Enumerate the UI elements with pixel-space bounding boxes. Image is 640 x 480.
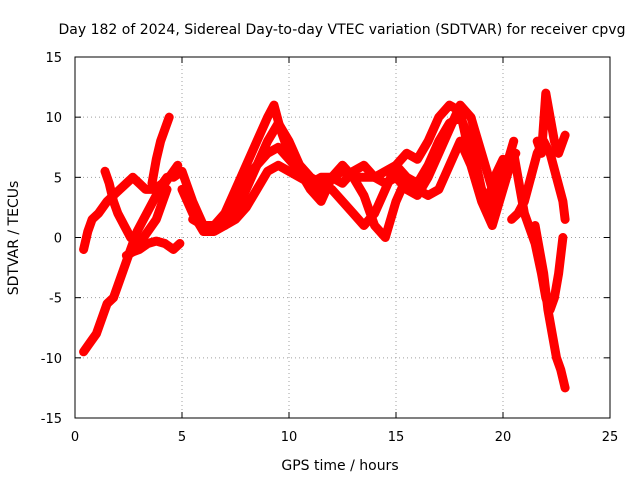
y-axis-label: SDTVAR / TECUs	[6, 181, 22, 296]
series-track-c	[100, 166, 172, 248]
x-axis-label: GPS time / hours	[281, 458, 398, 474]
chart-title: Day 182 of 2024, Sidereal Day-to-day VTE…	[59, 22, 626, 38]
axis-ticks: 0 5 10 15 20 25 -15 -10 -5 0 5 10 15	[41, 51, 619, 445]
y-tick-label: 10	[45, 111, 62, 126]
y-tick-label: -5	[49, 292, 62, 307]
x-tick-label: 25	[602, 430, 619, 445]
series-track-b	[79, 172, 172, 254]
y-tick-label: 5	[54, 171, 62, 186]
x-tick-label: 0	[71, 430, 79, 445]
y-tick-label: 0	[54, 232, 62, 247]
x-tick-label: 10	[281, 430, 298, 445]
y-tick-label: -10	[41, 352, 62, 367]
series-track-e	[121, 236, 185, 260]
series-main-d	[220, 100, 508, 230]
series-main-c	[188, 136, 519, 242]
y-tick-label: -15	[41, 412, 62, 427]
x-tick-label: 5	[178, 430, 186, 445]
series-right-b	[530, 221, 570, 393]
y-tick-label: 15	[45, 51, 62, 66]
series-track-d	[147, 112, 174, 188]
x-tick-label: 15	[388, 430, 405, 445]
data-series	[79, 88, 570, 393]
grid-lines	[75, 57, 610, 418]
x-tick-label: 20	[495, 430, 512, 445]
series-right-d	[507, 136, 570, 224]
